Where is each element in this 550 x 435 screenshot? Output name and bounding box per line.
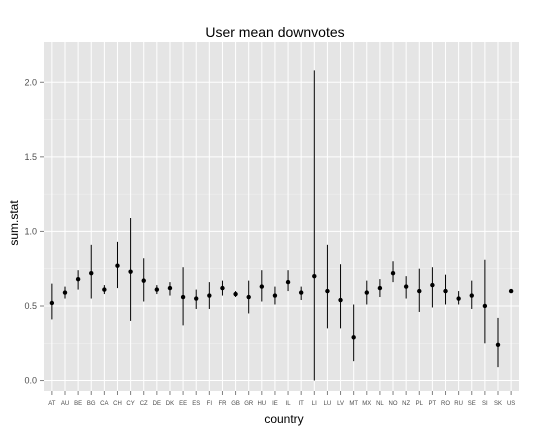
x-tick-label-es: ES [192,401,200,407]
chart-title: User mean downvotes [205,24,344,40]
mean-point-ca [102,287,107,292]
mean-point-bg [89,270,94,276]
mean-point-si [482,303,488,309]
x-tick-label-cy: CY [126,401,134,407]
x-tick-label-se: SE [468,401,476,407]
mean-point-it [298,290,304,295]
data-marks [49,70,514,381]
x-tick-label-gb: GB [231,401,240,407]
mean-point-es [194,296,199,301]
x-tick-label-si: SI [482,401,488,407]
mean-point-mt [351,335,356,340]
x-tick-label-li: LI [312,401,317,407]
x-tick-label-ch: CH [113,401,122,407]
x-tick-label-ca: CA [100,401,108,407]
x-tick-label-gr: GR [244,401,254,407]
mean-point-ch [115,263,120,268]
x-tick-label-lv: LV [337,401,344,407]
mean-point-fi [207,293,212,298]
mean-point-cz [141,278,146,283]
x-tick-label-us: US [507,401,515,407]
x-tick-label-sk: SK [494,401,502,407]
x-tick-label-lu: LU [324,401,332,407]
x-tick-label-it: IT [299,401,305,407]
x-tick-label-ie: IE [272,401,278,407]
x-tick-label-il: IL [286,401,292,407]
x-axis-ticks: AT AU BE BG CA CH CY CZ DE DK EE ES FI FR GB GR HU IE IL IT… [48,391,515,407]
x-tick-label-mx: MX [362,401,371,407]
x-tick-label-de: DE [153,401,161,407]
mean-point-ro [443,288,448,294]
x-tick-label-pl: PL [416,401,424,407]
mean-point-dk [167,285,173,291]
mean-point-pt [430,282,435,288]
x-tick-label-no: NO [389,401,398,407]
mean-point-li [312,273,317,279]
x-tick-label-ee: EE [179,401,187,407]
mean-point-gr [246,294,251,300]
y-tick-label: 2.0 [24,77,37,87]
mean-point-il [285,279,291,285]
y-tick-label: 0.5 [24,301,37,311]
x-tick-label-mt: MT [349,401,358,407]
mean-point-nl [377,285,383,291]
mean-point-hu [259,284,265,289]
y-tick-label: 0.0 [24,376,37,386]
mean-point-no [390,270,396,276]
mean-point-lv [338,297,343,303]
x-tick-label-fi: FI [207,401,213,407]
mean-point-se [469,293,474,298]
mean-point-sk [495,342,501,347]
x-tick-label-fr: FR [218,401,227,407]
x-tick-label-dk: DK [166,401,174,407]
x-tick-label-cz: CZ [140,401,148,407]
x-tick-label-at: AT [48,401,56,407]
mean-point-be [75,276,81,282]
mean-point-ru [456,296,461,301]
y-tick-label: 1.0 [24,226,37,236]
x-tick-label-pt: PT [429,401,437,407]
y-axis-ticks: 0.0 0.5 1.0 1.5 2.0 [24,77,44,386]
grid-lines [44,42,519,391]
x-tick-label-bg: BG [87,401,96,407]
x-tick-label-hu: HU [257,401,266,407]
mean-point-de [154,287,160,292]
x-tick-label-ru: RU [454,401,463,407]
x-tick-label-nz: NZ [402,401,410,407]
mean-point-mx [364,290,369,295]
mean-point-au [62,290,68,295]
mean-point-cy [128,269,133,274]
y-tick-label: 1.5 [24,152,37,162]
mean-point-gb [233,291,238,297]
mean-point-fr [220,285,225,291]
x-tick-label-be: BE [74,401,82,407]
mean-point-at [49,300,55,306]
mean-point-us [508,288,514,294]
mean-point-lu [325,288,330,294]
mean-point-ee [180,294,186,300]
x-axis-title: country [264,412,303,426]
y-axis-title: sum.stat [7,200,21,246]
plot-panel [44,42,519,391]
x-tick-label-au: AU [61,401,69,407]
mean-point-pl [417,288,422,294]
mean-point-ie [272,293,278,298]
x-tick-label-nl: NL [376,401,384,407]
x-tick-label-ro: RO [441,401,450,407]
mean-point-nz [403,284,409,289]
